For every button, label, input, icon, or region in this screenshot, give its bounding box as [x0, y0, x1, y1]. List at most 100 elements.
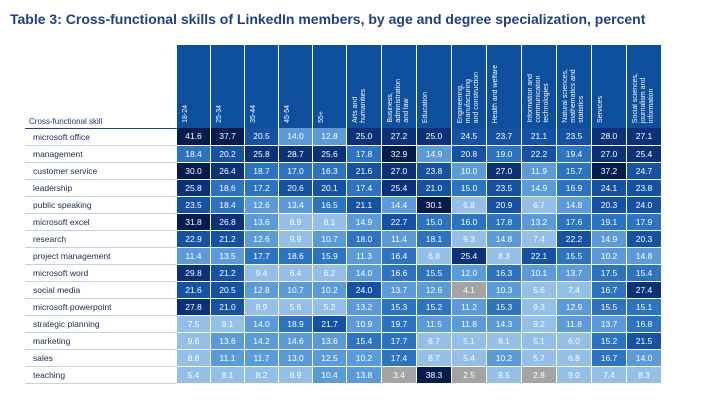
table-body: microsoft office 41.6 37.7 20.5 14.0 12.8 25.0… [25, 128, 661, 384]
table-row: marketing 9.6 13.6 14.2 14.6 13.6 15.4 17.7 6.7 5… [25, 332, 661, 350]
value-cell: 24.5 [451, 128, 487, 146]
column-header-label: 18-24 [182, 105, 189, 123]
value-cell: 9.5 [486, 366, 522, 384]
column-header-label: Services [597, 96, 604, 123]
value-cell: 14.0 [346, 264, 382, 282]
value-cell: 14.0 [626, 349, 661, 367]
value-cell: 37.2 [591, 162, 627, 180]
value-cell: 8.3 [626, 366, 661, 384]
column-header: Engineering, manufacturing and construct… [451, 45, 487, 128]
value-cell: 20.2 [210, 145, 245, 163]
value-cell: 6.2 [312, 264, 347, 282]
value-cell: 14.6 [278, 332, 313, 350]
value-cell: 10.0 [451, 162, 487, 180]
value-cell: 7.4 [591, 366, 627, 384]
value-cell: 11.3 [346, 247, 382, 265]
value-cell: 23.8 [626, 179, 661, 197]
value-cell: 7.5 [176, 315, 211, 333]
table-row: public speaking 23.5 18.4 12.6 13.4 16.5 21.1 1… [25, 196, 661, 214]
column-header: 18-24 [176, 45, 211, 128]
value-cell: 25.4 [451, 247, 487, 265]
value-cell: 16.9 [556, 179, 592, 197]
value-cell: 12.8 [244, 281, 279, 299]
value-cell: 9.4 [244, 264, 279, 282]
value-cell: 8.3 [486, 247, 522, 265]
skill-label: strategic planning [25, 315, 177, 333]
value-cell: 11.4 [176, 247, 211, 265]
value-cell: 8.9 [278, 213, 313, 231]
value-cell: 21.6 [176, 281, 211, 299]
value-cell: 18.1 [416, 230, 452, 248]
column-header-label: 35-44 [250, 105, 257, 123]
value-cell: 6.8 [556, 349, 592, 367]
skill-label: teaching [25, 366, 177, 384]
value-cell: 21.0 [416, 179, 452, 197]
value-cell: 6.8 [451, 196, 487, 214]
value-cell: 14.9 [591, 230, 627, 248]
column-header-label: 55+ [318, 111, 325, 123]
value-cell: 23.7 [486, 128, 522, 146]
value-cell: 13.4 [278, 196, 313, 214]
column-header: Social sciences, journalism and informat… [626, 45, 661, 128]
value-cell: 15.5 [556, 247, 592, 265]
value-cell: 17.9 [626, 213, 661, 231]
skill-label: microsoft word [25, 264, 177, 282]
column-header: 55+ [312, 45, 347, 128]
value-cell: 5.4 [176, 366, 211, 384]
value-cell: 17.5 [591, 264, 627, 282]
skill-label: microsoft excel [25, 213, 177, 231]
value-cell: 11.1 [210, 349, 245, 367]
table-row: leadership 25.8 18.6 17.2 20.6 20.1 17.4 25.4 21… [25, 179, 661, 197]
value-cell: 12.9 [556, 298, 592, 316]
value-cell: 27.1 [626, 128, 661, 146]
column-header-label: Natural sciences, mathematics and statis… [562, 69, 585, 123]
table-row: management 18.4 20.2 25.8 28.7 25.6 17.8 32.9 14… [25, 145, 661, 163]
skill-label: leadership [25, 179, 177, 197]
value-cell: 11.9 [521, 162, 557, 180]
value-cell: 15.2 [416, 298, 452, 316]
value-cell: 25.6 [312, 145, 347, 163]
value-cell: 9.3 [521, 298, 557, 316]
column-header-label: Education [422, 91, 429, 123]
value-cell: 17.0 [278, 162, 313, 180]
value-cell: 15.1 [626, 298, 661, 316]
value-cell: 16.4 [381, 247, 417, 265]
value-cell: 31.8 [176, 213, 211, 231]
value-cell: 28.0 [591, 128, 627, 146]
value-cell: 21.1 [346, 196, 382, 214]
skill-label: sales [25, 349, 177, 367]
value-cell: 14.8 [486, 230, 522, 248]
column-header: Health and welfare [486, 45, 522, 128]
value-cell: 9.2 [521, 315, 557, 333]
table-row: microsoft powerpoint 27.8 21.0 8.9 5.6 5.2 13.… [25, 298, 661, 316]
table-row: customer service 30.0 26.4 18.7 17.0 16.3 21.6… [25, 162, 661, 180]
column-header-label: Business, administration and law [387, 79, 410, 123]
value-cell: 22.2 [521, 145, 557, 163]
table-row: strategic planning 7.5 9.1 14.0 18.9 21.7 10.9… [25, 315, 661, 333]
value-cell: 38.3 [416, 366, 452, 384]
value-cell: 13.6 [312, 332, 347, 350]
value-cell: 17.7 [244, 247, 279, 265]
value-cell: 5.1 [521, 332, 557, 350]
value-cell: 5.7 [521, 349, 557, 367]
value-cell: 10.7 [312, 230, 347, 248]
value-cell: 8.2 [244, 366, 279, 384]
value-cell: 15.3 [381, 298, 417, 316]
value-cell: 8.9 [278, 366, 313, 384]
value-cell: 18.9 [278, 315, 313, 333]
value-cell: 15.0 [451, 179, 487, 197]
value-cell: 13.6 [244, 213, 279, 231]
value-cell: 22.1 [521, 247, 557, 265]
value-cell: 15.0 [416, 213, 452, 231]
value-cell: 14.2 [244, 332, 279, 350]
value-cell: 20.5 [210, 281, 245, 299]
value-cell: 8.1 [312, 213, 347, 231]
value-cell: 12.6 [244, 196, 279, 214]
value-cell: 5.6 [278, 298, 313, 316]
value-cell: 17.6 [556, 213, 592, 231]
value-cell: 11.5 [416, 315, 452, 333]
value-cell: 10.1 [521, 264, 557, 282]
value-cell: 5.2 [312, 298, 347, 316]
skill-label: research [25, 230, 177, 248]
value-cell: 17.4 [381, 349, 417, 367]
